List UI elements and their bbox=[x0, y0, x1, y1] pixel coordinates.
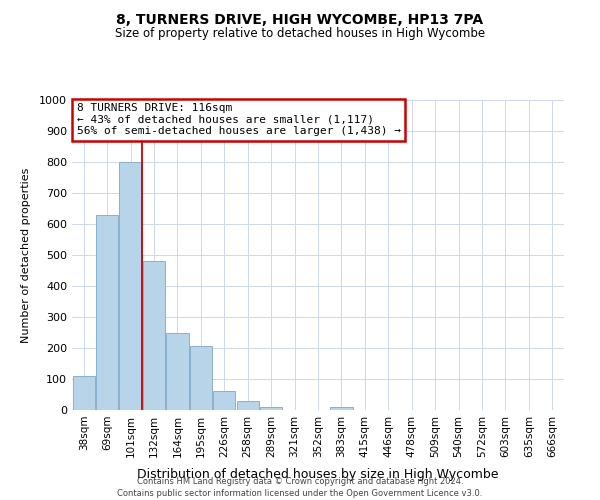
Text: Size of property relative to detached houses in High Wycombe: Size of property relative to detached ho… bbox=[115, 28, 485, 40]
Bar bbox=[260, 407, 282, 410]
Bar bbox=[166, 332, 188, 410]
Bar bbox=[96, 214, 118, 410]
Bar bbox=[213, 392, 235, 410]
Bar bbox=[73, 376, 95, 410]
X-axis label: Distribution of detached houses by size in High Wycombe: Distribution of detached houses by size … bbox=[137, 468, 499, 481]
Bar bbox=[190, 346, 212, 410]
Text: Contains HM Land Registry data © Crown copyright and database right 2024.: Contains HM Land Registry data © Crown c… bbox=[137, 478, 463, 486]
Text: Contains public sector information licensed under the Open Government Licence v3: Contains public sector information licen… bbox=[118, 489, 482, 498]
Bar bbox=[119, 162, 142, 410]
Text: 8, TURNERS DRIVE, HIGH WYCOMBE, HP13 7PA: 8, TURNERS DRIVE, HIGH WYCOMBE, HP13 7PA bbox=[116, 12, 484, 26]
Text: 8 TURNERS DRIVE: 116sqm
← 43% of detached houses are smaller (1,117)
56% of semi: 8 TURNERS DRIVE: 116sqm ← 43% of detache… bbox=[77, 103, 401, 136]
Bar bbox=[143, 261, 165, 410]
Bar bbox=[331, 407, 353, 410]
Y-axis label: Number of detached properties: Number of detached properties bbox=[21, 168, 31, 342]
Bar bbox=[236, 400, 259, 410]
